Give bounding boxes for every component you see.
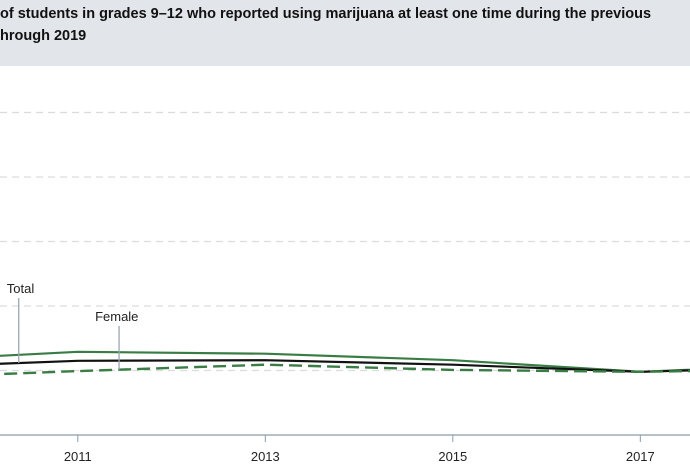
series-line-female [0,363,690,376]
chart-title-line-1: of students in grades 9–12 who reported … [0,6,652,22]
series-lines [0,350,690,376]
gridlines [0,111,690,372]
x-tick-label: 2017 [626,449,655,464]
x-tick-label: 2013 [251,449,280,464]
x-axis: 2011 2013 2015 2017 [0,434,690,464]
chart-title-line-2: hrough 2019 [0,28,87,44]
x-tick-label: 2015 [438,449,467,464]
annotation-label-female: Female [95,309,138,324]
annotation-label-total: Total [7,281,35,296]
annotations: Total Female [7,281,138,370]
chart-header: of students in grades 9–12 who reported … [0,0,690,66]
x-tick-label: 2011 [64,449,92,464]
